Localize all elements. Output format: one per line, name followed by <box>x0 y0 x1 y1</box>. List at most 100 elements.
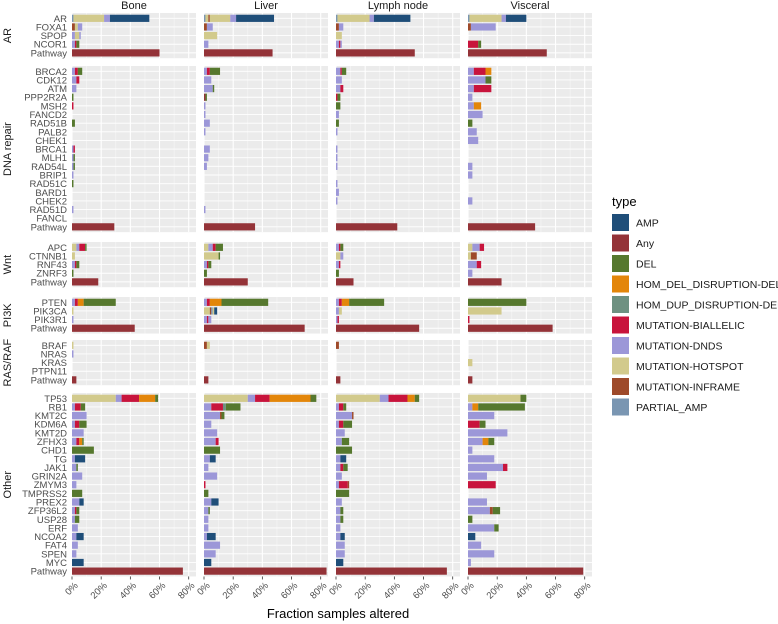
bar-segment-rad51d-mutation-dnds <box>204 205 206 214</box>
gene-label-ncoa2: NCOA2 <box>34 532 67 543</box>
bar-segment-fat4-mutation-dnds <box>72 541 78 549</box>
x-tick-label: 40% <box>382 580 404 602</box>
bar-segment-usp28-del <box>340 515 344 523</box>
legend: type AMP Any DEL HOM_DEL_DISRUPTION-DEL HOM_… <box>612 194 778 416</box>
bar-segment-pathway-any <box>204 376 209 384</box>
bar-segment-rad54l-mutation-dnds <box>336 162 338 170</box>
bar-segment-myc-amp <box>336 558 344 567</box>
gene-label-tp53: TP53 <box>44 394 67 405</box>
legend-label-partial-amp: PARTIAL_AMP <box>636 402 707 414</box>
facet-strip <box>336 0 460 12</box>
bar-segment-brca2-mutation-biallelic <box>74 67 78 75</box>
x-tick-label: 20% <box>485 580 507 602</box>
bar-segment-pathway-any <box>468 278 502 286</box>
bar-segment-spop-mutation-hotspot <box>336 32 342 40</box>
legend-label-mutation-dnds: MUTATION-DNDS <box>636 341 723 353</box>
gene-label-rad51c: RAD51C <box>30 179 68 190</box>
bar-segment-ctnnb1-mutation-hotspot <box>336 252 341 260</box>
group-label-ras-raf: RAS/RAF <box>2 338 14 386</box>
bar-segment-tmprss2-del <box>72 489 83 497</box>
bar-segment-ar-mutation-dnds <box>501 14 506 22</box>
legend-key-partial-amp <box>612 398 629 416</box>
bar-segment-ppp2r2a-del <box>205 93 207 101</box>
bar-segment-foxa1-mutation-dnds <box>77 23 83 31</box>
bar-segment-pathway-any <box>72 324 135 332</box>
bar-segment-pik3ca-mutation-hotspot <box>338 307 342 315</box>
bar-segment-ppp2r2a-mutation-biallelic <box>336 93 338 101</box>
bar-segment-pathway-any <box>72 49 160 57</box>
gene-label-pik3ca: PIK3CA <box>33 306 67 317</box>
bar-segment-tg-mutation-dnds <box>468 455 495 463</box>
bar-segment-erf-mutation-dnds <box>204 524 209 532</box>
bar-segment-brca1-mutation-dnds <box>72 145 74 153</box>
bar-segment-jak1-del <box>343 463 348 472</box>
bar-segment-mlh1-mutation-dnds <box>204 154 209 162</box>
x-tick-label: 40% <box>514 580 536 602</box>
x-axis-title: Fraction samples altered <box>267 606 409 621</box>
bar-segment-kmt2d-mutation-dnds <box>336 429 345 437</box>
bar-segment-tp53-del <box>310 394 317 402</box>
bar-segment-grin2a-mutation-dnds <box>204 472 218 480</box>
gene-label-fancl: FANCL <box>36 214 67 225</box>
bar-segment-rad51b-del <box>468 119 473 127</box>
bar-segment-ncor1-mutation-dnds <box>204 40 209 48</box>
bar-segment-ncor1-mutation-dnds <box>72 40 75 48</box>
bar-segment-zfp36l2-mutation-dnds <box>468 507 490 515</box>
bar-segment-kmt2c-mutation-dnds <box>72 412 87 420</box>
bar-segment-chek2-mutation-dnds <box>336 197 338 205</box>
bar-segment-grin2a-mutation-dnds <box>336 472 342 480</box>
bar-segment-rb1-mutation-dnds <box>336 403 339 411</box>
bar-segment-ncor1-del <box>76 40 80 48</box>
bar-segment-tp53-mutation-dnds <box>115 394 122 402</box>
bar-segment-brca1-mutation-dnds <box>204 145 210 153</box>
bar-segment-erf-mutation-dnds <box>72 524 78 532</box>
bar-segment-ncor1-mutation-biallelic <box>468 40 479 48</box>
bar-segment-zfp36l2-mutation-dnds <box>204 507 209 515</box>
bar-segment-rb1-mutation-biallelic <box>211 403 223 411</box>
bar-segment-fat4-mutation-dnds <box>336 541 345 549</box>
bar-segment-tg-mutation-dnds <box>336 455 341 463</box>
bar-segment-rnf43-mutation-dnds <box>72 261 75 269</box>
gene-label-pathway: Pathway <box>31 48 68 59</box>
bar-segment-cdk12-del <box>485 76 492 84</box>
legend-key-amp <box>612 214 629 231</box>
bar-segment-pten-mutation-biallelic <box>206 298 210 306</box>
x-tick-label: 0% <box>327 580 345 598</box>
gene-label-ctnnb1: CTNNB1 <box>29 251 67 262</box>
bar-segment-zmym3-mutation-inframe <box>347 481 350 489</box>
bar-segment-kdm6a-mutation-dnds <box>72 420 75 428</box>
bar-segment-pathway-any <box>204 567 327 575</box>
bar-segment-tp53-mutation-hotspot <box>72 394 116 402</box>
bar-segment-apc-mutation-dnds <box>208 243 213 251</box>
gene-label-ppp2r2a: PPP2R2A <box>24 93 67 104</box>
bar-segment-kmt2c-mutation-dnds <box>204 412 221 420</box>
bar-segment-zfp36l2-mutation-biallelic <box>74 507 77 515</box>
bar-segment-spen-mutation-dnds <box>468 550 495 558</box>
bar-segment-kdm6a-mutation-dnds <box>204 420 212 428</box>
bar-segment-fat4-mutation-dnds <box>468 541 482 549</box>
gene-label-tg: TG <box>54 454 67 465</box>
bar-segment-foxa1-mutation-hotspot <box>74 23 78 31</box>
gene-label-rad54l: RAD54L <box>31 162 67 173</box>
bar-segment-tp53-mutation-dnds <box>379 394 389 402</box>
x-tick-label: 0% <box>63 580 81 598</box>
bar-segment-tg-mutation-dnds <box>72 455 75 463</box>
bar-segment-ar-partial-amp <box>468 14 470 22</box>
bar-segment-rb1-mutation-biallelic <box>338 403 344 411</box>
gene-label-brip1: BRIP1 <box>40 171 67 182</box>
bar-segment-prex2-mutation-dnds <box>336 498 342 506</box>
gene-label-pathway: Pathway <box>31 324 68 335</box>
bar-segment-ar-mutation-hotspot <box>73 14 105 22</box>
bar-segment-msh2-hom-del-disruption-del <box>473 102 482 110</box>
bar-segment-pik3ca-mutation-hotspot <box>72 307 74 315</box>
bar-segment-palb2-mutation-dnds <box>204 128 206 136</box>
bar-segment-ctnnb1-mutation-dnds <box>340 252 344 260</box>
bar-segment-kmt2c-mutation-inframe <box>220 412 222 420</box>
bar-segment-apc-mutation-dnds <box>472 243 480 251</box>
bar-segment-zfhx3-mutation-dnds <box>204 437 216 446</box>
bar-segment-rb1-del <box>343 403 347 411</box>
bar-segment-tmprss2-del <box>204 489 209 497</box>
gene-label-chek1: CHEK1 <box>35 136 67 147</box>
gene-label-jak1: JAK1 <box>44 463 67 474</box>
bar-segment-ncoa2-amp <box>206 532 216 541</box>
